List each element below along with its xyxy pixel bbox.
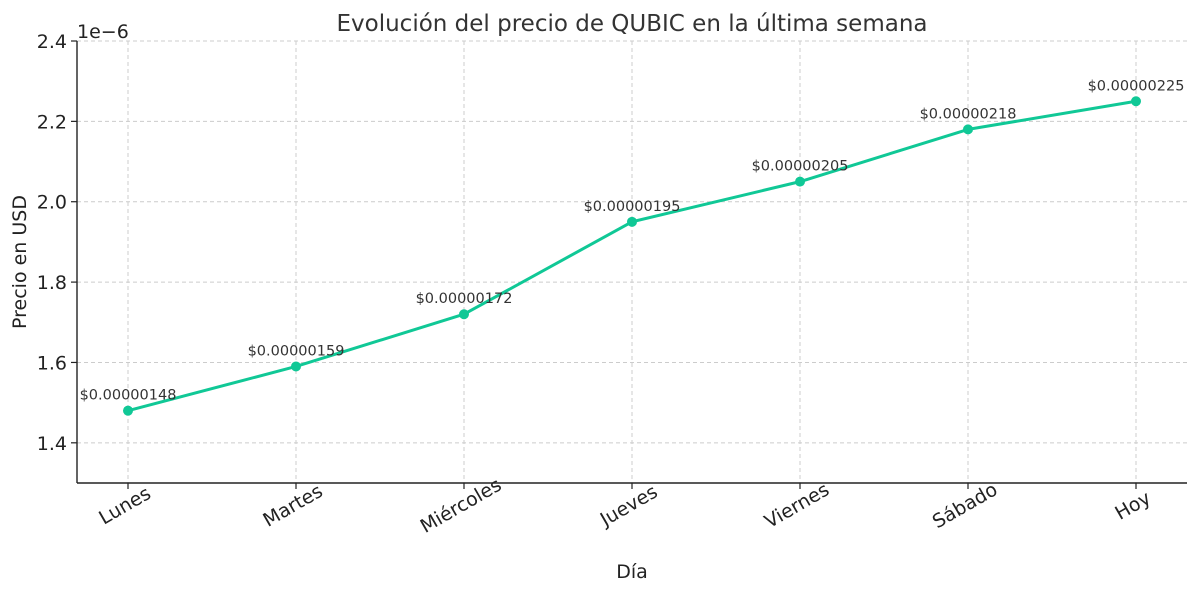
y-tick-label: 2.4 [37, 31, 67, 53]
series-group [123, 96, 1141, 416]
y-tick-label: 2.2 [37, 111, 67, 133]
data-point [627, 216, 637, 227]
y-tick-label: 1.4 [37, 433, 67, 455]
data-point [795, 176, 805, 187]
data-point [291, 361, 301, 372]
data-label: $0.00000148 [80, 388, 177, 404]
data-point [459, 309, 469, 320]
y-axis-title: Precio en USD [9, 195, 31, 329]
data-label: $0.00000225 [1088, 78, 1185, 94]
data-labels: $0.00000148 $0.00000159 $0.00000172 $0.0000… [80, 78, 1185, 403]
x-axis-title: Día [616, 561, 648, 583]
x-tick-label: Martes [259, 480, 326, 531]
grid-lines [77, 40, 1187, 483]
data-point [963, 124, 973, 135]
x-tick-label: Jueves [596, 481, 662, 532]
x-tick-label: Hoy [1111, 487, 1154, 525]
y-axis-offset-label: 1e−6 [77, 21, 129, 43]
x-tick-label: Lunes [95, 482, 154, 529]
x-tick-label: Viernes [761, 479, 833, 533]
data-point [123, 405, 133, 416]
y-tick-label: 1.8 [37, 272, 67, 294]
data-label: $0.00000205 [752, 159, 849, 175]
chart-title: Evolución del precio de QUBIC en la últi… [336, 11, 927, 37]
data-label: $0.00000218 [920, 106, 1017, 122]
y-tick-label: 2.0 [37, 192, 67, 214]
x-tick-label: Sábado [929, 479, 1002, 534]
data-label: $0.00000159 [248, 343, 345, 359]
y-tick-label: 1.6 [37, 352, 67, 374]
data-point [1131, 96, 1141, 107]
data-label: $0.00000195 [584, 199, 681, 215]
data-label: $0.00000172 [416, 291, 513, 307]
